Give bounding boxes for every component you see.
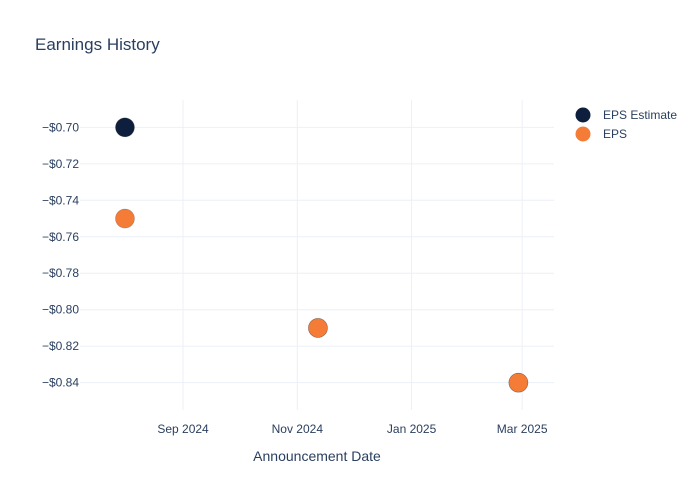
- legend-label-eps-estimate: EPS Estimate: [603, 108, 677, 122]
- x-axis-title: Announcement Date: [253, 448, 381, 464]
- x-axis-ticks: Sep 2024 Nov 2024 Jan 2025 Mar 2025: [157, 422, 547, 436]
- eps-point: [115, 208, 135, 229]
- y-tick-label: −$0.70: [42, 120, 79, 134]
- y-tick-label: −$0.76: [42, 230, 79, 244]
- y-tick-label: −$0.78: [42, 266, 79, 280]
- eps-estimate-point: [115, 117, 135, 138]
- x-tick-label: Nov 2024: [272, 422, 324, 436]
- data-points: [115, 117, 529, 393]
- chart-title: Earnings History: [35, 35, 160, 54]
- legend-label-eps: EPS: [603, 127, 627, 141]
- y-tick-label: −$0.72: [42, 157, 79, 171]
- x-tick-label: Sep 2024: [157, 422, 209, 436]
- y-tick-label: −$0.84: [42, 376, 79, 390]
- grid: [80, 100, 554, 410]
- legend: EPS Estimate EPS: [575, 107, 677, 142]
- x-tick-label: Jan 2025: [387, 422, 437, 436]
- y-tick-label: −$0.80: [42, 303, 79, 317]
- y-tick-label: −$0.74: [42, 193, 79, 207]
- legend-marker-eps: [575, 126, 591, 142]
- eps-point: [508, 372, 529, 393]
- y-tick-label: −$0.82: [42, 339, 79, 353]
- legend-marker-eps-estimate: [575, 107, 591, 123]
- x-tick-label: Mar 2025: [497, 422, 548, 436]
- y-axis-ticks: −$0.70 −$0.72 −$0.74 −$0.76 −$0.78 −$0.80 −$0.…: [42, 120, 79, 389]
- eps-point: [308, 318, 328, 338]
